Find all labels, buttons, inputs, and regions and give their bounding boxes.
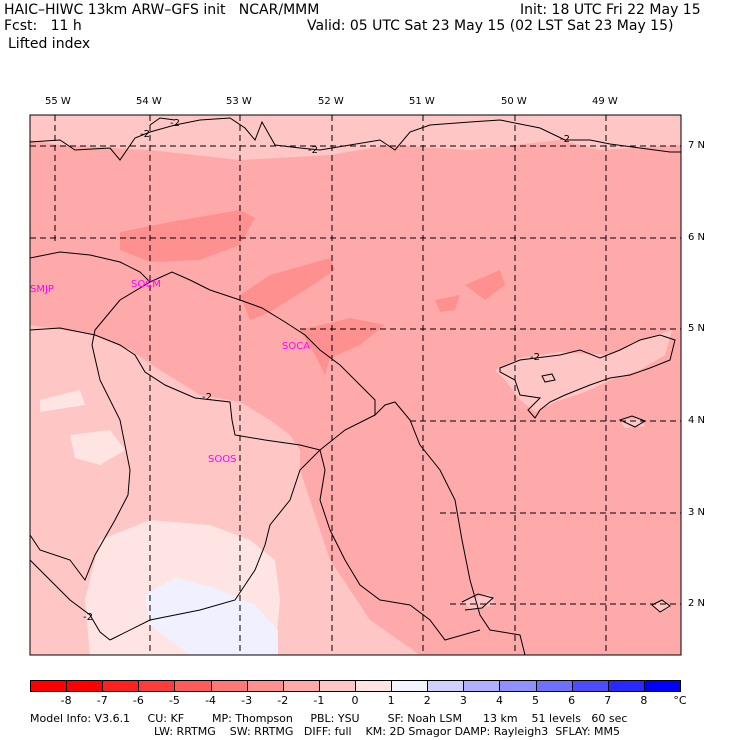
- shade-region-north: [30, 115, 681, 160]
- contour-label: -2: [170, 118, 180, 129]
- shade-region-positive: [145, 578, 278, 655]
- station-soos: SOOS: [208, 454, 237, 465]
- border-french-guiana: [319, 449, 481, 641]
- colorbar-cell: [318, 680, 356, 692]
- colorbar-cell: [427, 680, 465, 692]
- colorbar-cell: [391, 680, 429, 692]
- colorbar-tick: 1: [387, 694, 395, 707]
- lon-label-51w: 51 W: [409, 96, 435, 107]
- lat-label-2n: 2 N: [688, 598, 706, 609]
- lon-label-55w: 55 W: [45, 96, 71, 107]
- colorbar-unit: °C: [673, 694, 687, 707]
- station-socm: SOCM: [131, 279, 161, 290]
- shade-region-dark-1: [120, 210, 255, 262]
- colorbar-cell: [355, 680, 393, 692]
- colorbar-cell: [30, 680, 68, 692]
- lon-label-54w: 54 W: [136, 96, 162, 107]
- graticule: [30, 115, 681, 655]
- colorbar-cell: [66, 680, 104, 692]
- colorbar-tick: 8: [640, 694, 648, 707]
- forecast-hour: Fcst: 11 h: [4, 18, 82, 34]
- colorbar-cell: [282, 680, 320, 692]
- colorbar-cell: [643, 680, 681, 692]
- colorbar-tick: 6: [568, 694, 576, 707]
- shade-region-small-light: [620, 418, 645, 428]
- station-smjp: SMJP: [30, 284, 54, 295]
- lon-label-53w: 53 W: [226, 96, 252, 107]
- colorbar-cell: [499, 680, 537, 692]
- border-suriname-guyana: [30, 281, 151, 582]
- colorbar-tick: -6: [132, 694, 144, 707]
- colorbar-cell: [607, 680, 645, 692]
- colorbar-cell: [571, 680, 609, 692]
- colorbar-tick: -3: [241, 694, 253, 707]
- colorbar-tick: 5: [532, 694, 540, 707]
- border-suriname-south: [109, 414, 376, 641]
- colorbar-cell: [210, 680, 248, 692]
- contour-label: -2: [530, 352, 540, 363]
- lat-label-3n: 3 N: [688, 507, 706, 518]
- lat-label-7n: 7 N: [688, 140, 706, 151]
- init-time: Init: 18 UTC Fri 22 May 15: [520, 2, 701, 18]
- shade-region-dark-5: [435, 295, 460, 312]
- shade-region-dark-2: [240, 258, 335, 320]
- contour-lines: [30, 117, 681, 641]
- colorbar-tick: -5: [168, 694, 180, 707]
- colorbar-tick: -8: [60, 694, 72, 707]
- colorbar-cell: [246, 680, 284, 692]
- lon-label-52w: 52 W: [318, 96, 344, 107]
- colorbar-tick: -4: [205, 694, 217, 707]
- colorbar-cell: [102, 680, 140, 692]
- colorbar-tick: -2: [277, 694, 289, 707]
- valid-time: Valid: 05 UTC Sat 23 May 15 (02 LST Sat …: [307, 18, 674, 34]
- contour-label: -2: [140, 129, 150, 140]
- contour-label: -2: [202, 392, 212, 403]
- contour-label: -2: [83, 612, 93, 623]
- colorbar-cell: [535, 680, 573, 692]
- colorbar-tick: 7: [604, 694, 612, 707]
- shade-region-very-light-2: [40, 390, 85, 412]
- shade-region-dark-4: [465, 270, 505, 300]
- shade-region-very-light: [70, 430, 125, 465]
- model-info-line2: LW: RRTMG SW: RRTMG DIFF: full KM: 2D Sm…: [154, 725, 620, 738]
- lat-label-4n: 4 N: [688, 415, 706, 426]
- shade-region-dark-3: [300, 318, 385, 375]
- contour-label: -2: [308, 145, 318, 156]
- colorbar-tick: -1: [313, 694, 325, 707]
- shade-region-small-light-2: [462, 594, 495, 610]
- colorbar-tick: 4: [495, 694, 503, 707]
- colorbar-tick: 0: [351, 694, 359, 707]
- lon-label-50w: 50 W: [501, 96, 527, 107]
- lon-label-49w: 49 W: [592, 96, 618, 107]
- colorbar-tick: -7: [96, 694, 108, 707]
- colorbar-cell: [174, 680, 212, 692]
- lat-label-6n: 6 N: [688, 232, 706, 243]
- field-name: Lifted index: [8, 36, 91, 52]
- colorbar-cell: [138, 680, 176, 692]
- lat-label-5n: 5 N: [688, 323, 706, 334]
- colorbar-tick: 3: [459, 694, 467, 707]
- coastline: [30, 251, 526, 655]
- contour-label: -2: [560, 134, 570, 145]
- station-soca: SOCA: [282, 341, 311, 352]
- colorbar-cell: [463, 680, 501, 692]
- colorbar-tick: 2: [423, 694, 431, 707]
- model-title: HAIC–HIWC 13km ARW–GFS init NCAR/MMM: [4, 2, 320, 18]
- map-frame: [29, 114, 682, 656]
- shade-region-east-light: [495, 330, 672, 412]
- model-info-line1: Model Info: V3.6.1 CU: KF MP: Thompson P…: [30, 712, 628, 725]
